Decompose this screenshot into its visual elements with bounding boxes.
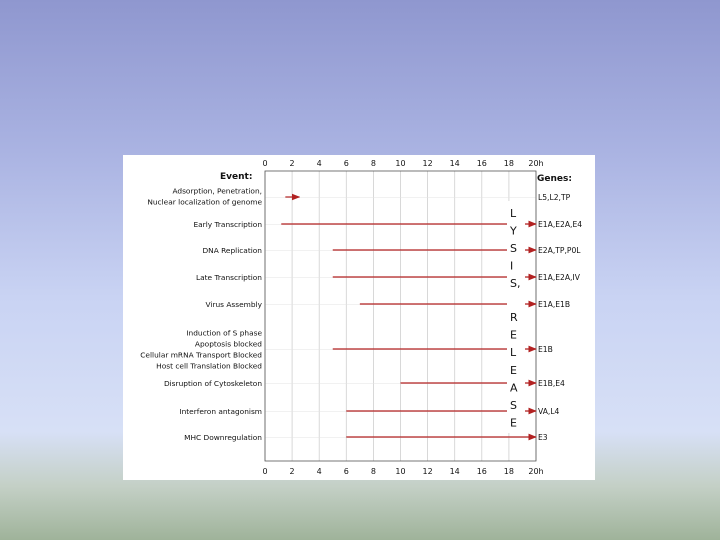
bottom-axis-tick-label: 0 [262,467,267,476]
release-letter: E [510,329,517,342]
bottom-axis-tick-label: 10 [395,467,405,476]
timeline-diagram: 0 2 4 6 8 10 12 14 16 18 20h 0 2 4 6 8 10 12 14 16 18 20h Even… [140,159,582,476]
top-axis-tick-label: 2 [290,159,295,168]
bottom-axis-tick-label: 4 [317,467,322,476]
gene-label: L5,L2,TP [538,193,571,202]
bottom-axis-tick-label: 16 [477,467,487,476]
event-label: MHC Downregulation [184,433,262,442]
lysis-letter: I [510,260,513,273]
top-axis-tick-label: 6 [344,159,349,168]
event-label: Apoptosis blocked [195,340,262,349]
bottom-axis-tick-label: 6 [344,467,349,476]
event-label: Host cell Translation Blocked [156,362,262,371]
gene-label: E1A,E2A,IV [538,273,581,282]
lysis-letter: L [510,207,517,220]
event-label: Induction of S phase [186,329,262,338]
gene-label: E1A,E2A,E4 [538,220,582,229]
event-label: Adsorption, Penetration, [172,187,262,196]
release-letter: R [510,311,518,324]
event-label: Late Transcription [196,273,262,282]
bottom-axis-tick-label: 2 [290,467,295,476]
lettering-backdrop [507,201,525,433]
top-axis-tick-label: 10 [395,159,405,168]
release-letter: S [510,399,517,412]
top-axis-tick-label: 14 [450,159,460,168]
bottom-axis-tick-label: 14 [450,467,460,476]
release-letter: A [510,381,518,394]
event-label: Early Transcription [193,220,262,229]
event-label: Disruption of Cytoskeleton [164,379,262,388]
release-letter: L [510,346,517,359]
release-letter: E [510,417,517,430]
top-axis-tick-label: 18 [504,159,514,168]
genes-header: Genes: [537,174,572,184]
release-letter: E [510,364,517,377]
event-label: Interferon antagonism [179,407,262,416]
event-label: Cellular mRNA Transport Blocked [140,351,262,360]
lysis-letter: S, [510,277,520,290]
lysis-letter: Y [509,225,517,238]
gene-label: VA,L4 [538,407,560,416]
lysis-letter: S [510,242,517,255]
bottom-axis-tick-label: 8 [371,467,376,476]
top-axis-tick-label: 16 [477,159,487,168]
bottom-axis-tick-label: 18 [504,467,514,476]
top-axis-tick-label: 20h [528,159,543,168]
timeline-figure: 0 2 4 6 8 10 12 14 16 18 20h 0 2 4 6 8 10 12 14 16 18 20h Even… [123,155,595,480]
event-label: Virus Assembly [206,300,263,309]
event-label: DNA Replication [202,246,262,255]
gene-label: E1B [538,345,553,354]
top-axis-tick-label: 12 [423,159,433,168]
event-header: Event: [220,172,252,182]
bottom-axis-tick-label: 12 [423,467,433,476]
top-axis-tick-label: 8 [371,159,376,168]
bottom-axis-tick-label: 20h [528,467,543,476]
gene-label: E2A,TP,P0L [538,246,581,255]
plot-frame [264,170,537,462]
top-axis-tick-label: 0 [262,159,267,168]
event-label: Nuclear localization of genome [147,198,262,207]
gene-label: E3 [538,433,548,442]
top-axis-tick-label: 4 [317,159,322,168]
gene-label: E1B,E4 [538,379,565,388]
gene-label: E1A,E1B [538,300,570,309]
